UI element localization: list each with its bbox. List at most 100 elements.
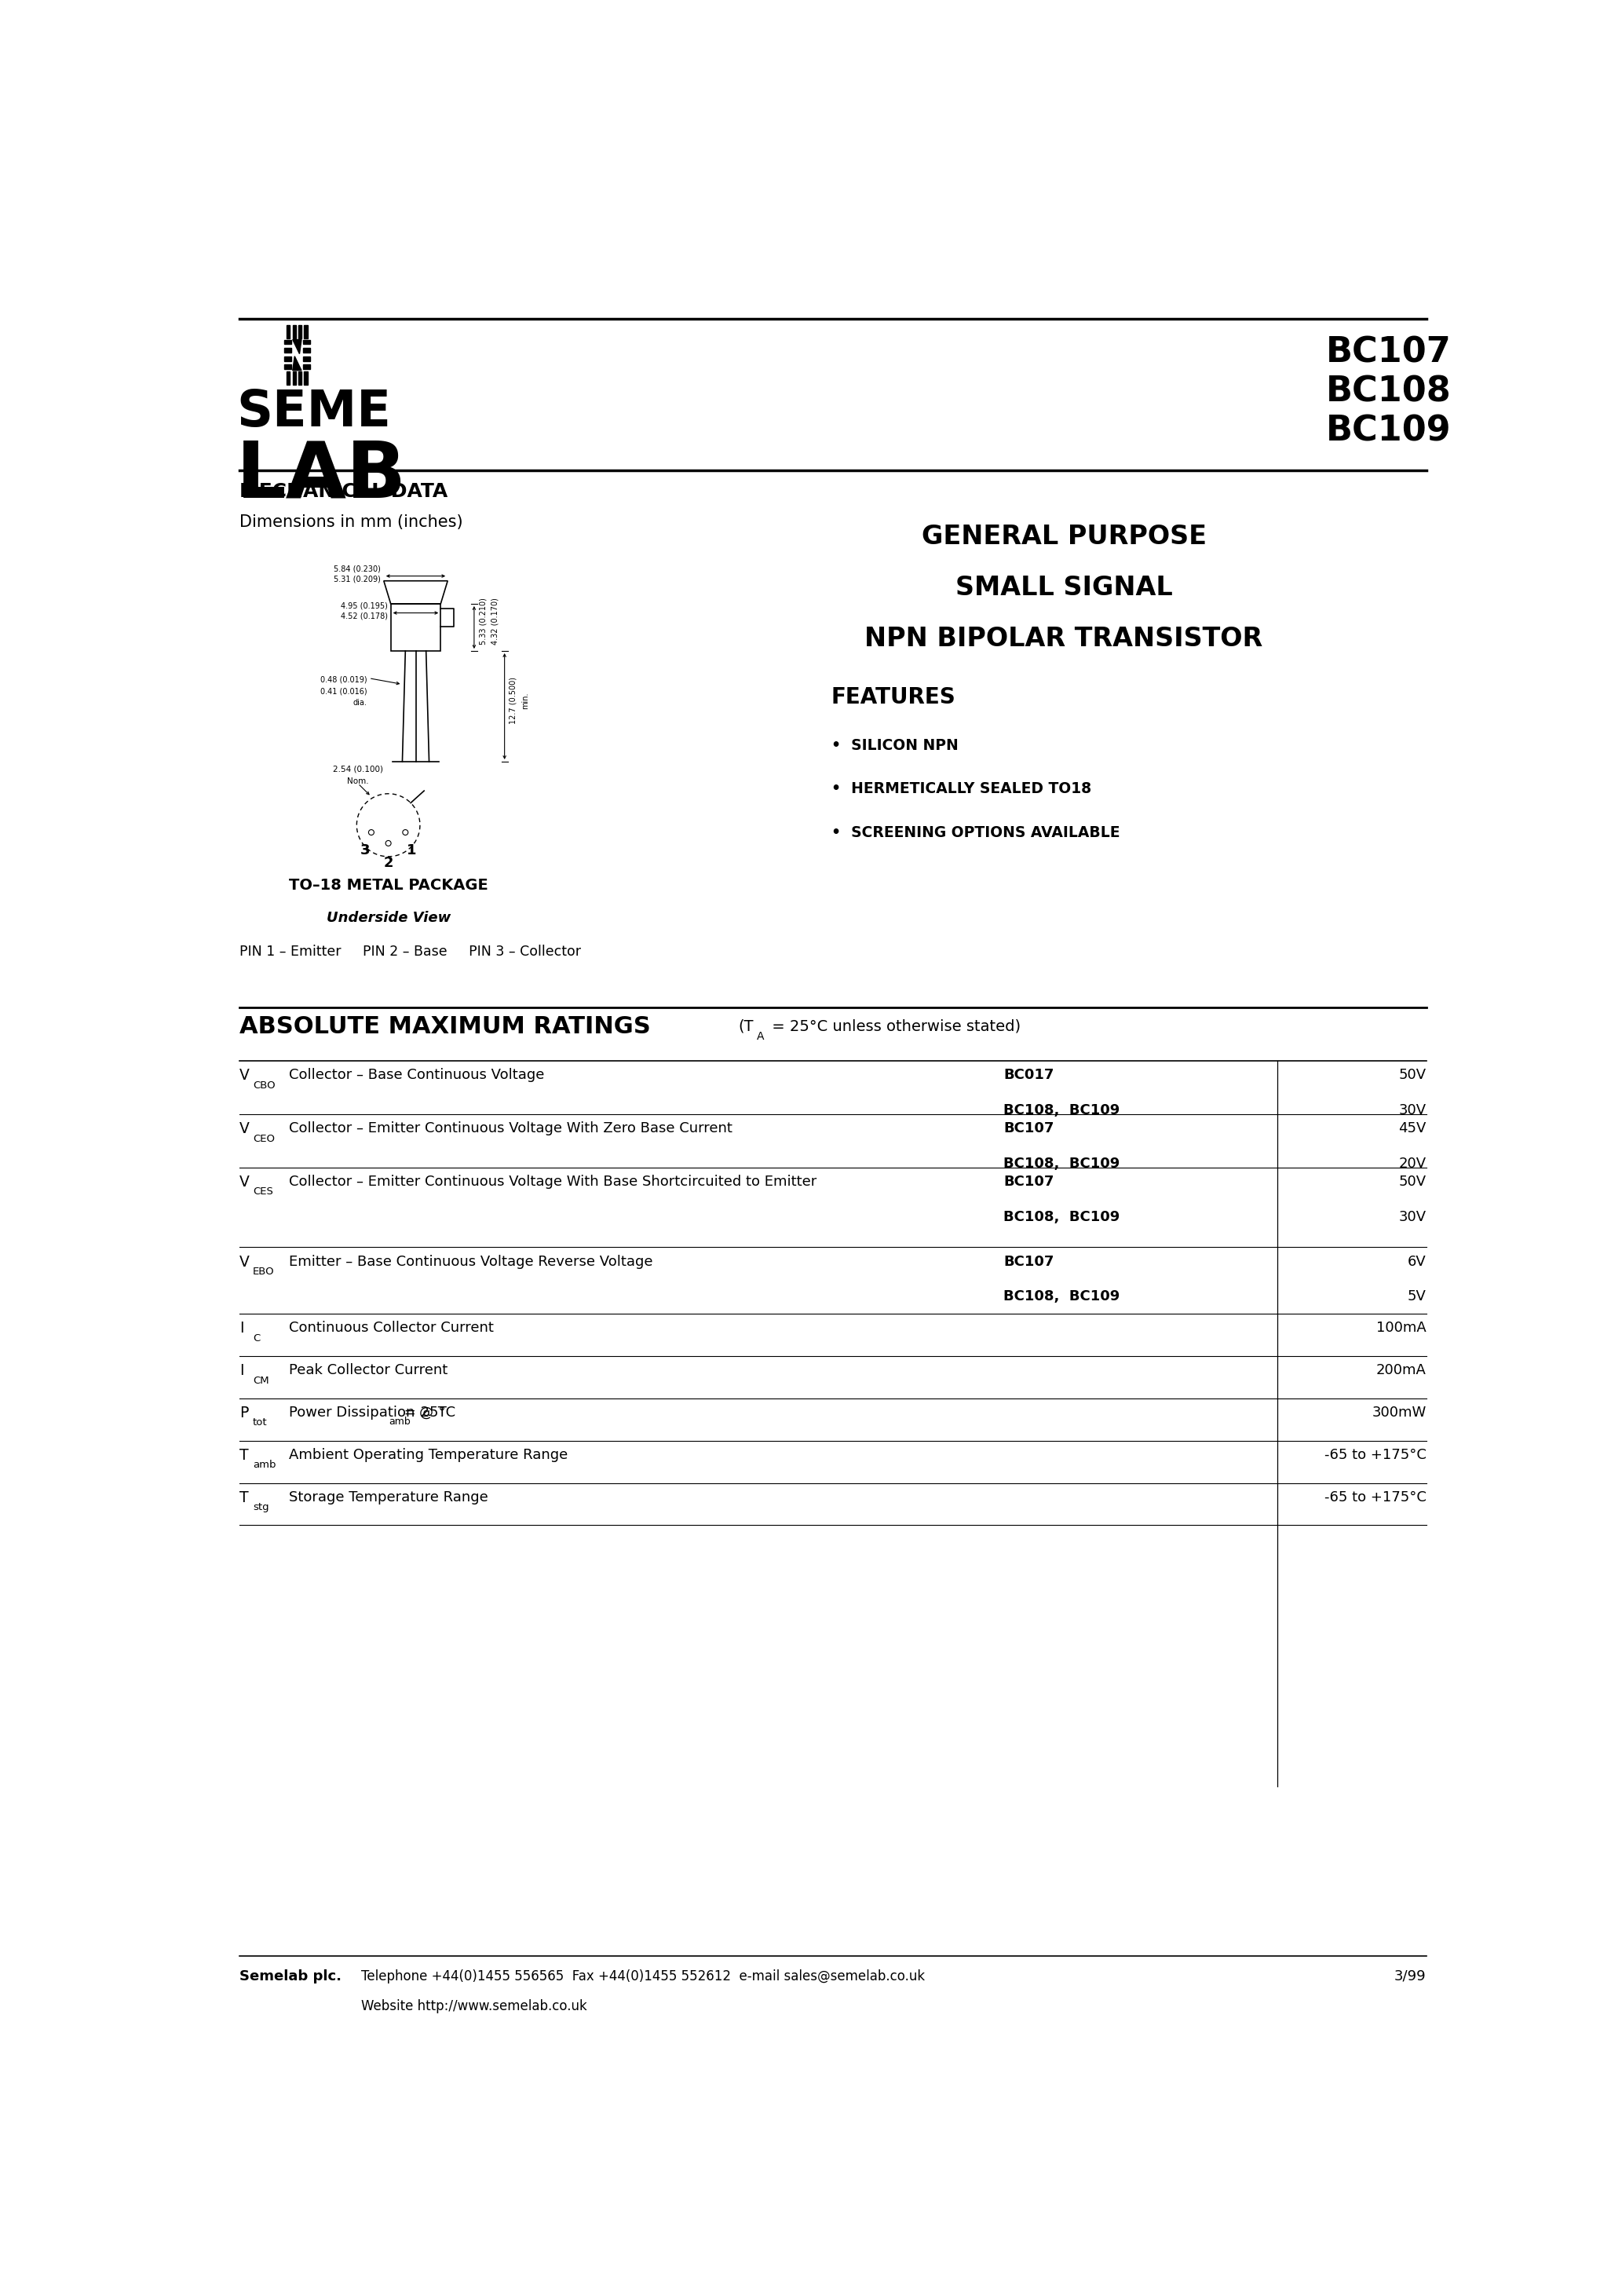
Text: Nom.: Nom.	[347, 778, 368, 785]
Bar	[298, 372, 302, 386]
Text: BC108,  BC109: BC108, BC109	[1004, 1290, 1119, 1304]
Text: Storage Temperature Range: Storage Temperature Range	[289, 1490, 488, 1504]
Text: SEME: SEME	[237, 388, 391, 436]
Text: Power Dissipation @ T: Power Dissipation @ T	[289, 1405, 446, 1419]
Text: CES: CES	[253, 1187, 272, 1196]
Bar	[287, 326, 290, 338]
Text: T: T	[240, 1490, 248, 1506]
Text: 200mA: 200mA	[1375, 1364, 1426, 1378]
Text: PIN 1 – Emitter     PIN 2 – Base     PIN 3 – Collector: PIN 1 – Emitter PIN 2 – Base PIN 3 – Col…	[240, 944, 581, 957]
Text: BC108,  BC109: BC108, BC109	[1004, 1104, 1119, 1118]
Text: EBO: EBO	[253, 1267, 274, 1277]
Text: 3/99: 3/99	[1395, 1970, 1426, 1984]
Bar	[287, 372, 290, 386]
Bar	[303, 356, 310, 360]
Text: TO–18 METAL PACKAGE: TO–18 METAL PACKAGE	[289, 877, 488, 893]
Text: T: T	[240, 1449, 248, 1463]
Text: Telephone +44(0)1455 556565  Fax +44(0)1455 552612  e-mail sales@semelab.co.uk: Telephone +44(0)1455 556565 Fax +44(0)14…	[362, 1970, 925, 1984]
Text: NPN BIPOLAR TRANSISTOR: NPN BIPOLAR TRANSISTOR	[865, 627, 1264, 652]
Bar	[292, 326, 295, 338]
Text: V: V	[240, 1068, 250, 1084]
Text: Dimensions in mm (inches): Dimensions in mm (inches)	[240, 514, 462, 530]
Text: 0.48 (0.019): 0.48 (0.019)	[320, 675, 367, 684]
Text: min.: min.	[522, 691, 529, 709]
Text: 30V: 30V	[1398, 1104, 1426, 1118]
Text: •  SILICON NPN: • SILICON NPN	[832, 737, 959, 753]
Bar	[303, 365, 310, 370]
Text: LAB: LAB	[237, 439, 407, 514]
Text: (T: (T	[738, 1019, 754, 1033]
Text: Semelab plc.: Semelab plc.	[240, 1970, 341, 1984]
Text: -65 to +175°C: -65 to +175°C	[1325, 1490, 1426, 1504]
Text: BC109: BC109	[1325, 416, 1452, 448]
Bar	[284, 356, 292, 360]
Text: 100mA: 100mA	[1377, 1320, 1426, 1334]
Text: CEO: CEO	[253, 1134, 274, 1143]
Text: V: V	[240, 1120, 250, 1137]
Text: Collector – Base Continuous Voltage: Collector – Base Continuous Voltage	[289, 1068, 545, 1081]
Text: I: I	[240, 1320, 243, 1336]
Text: 45V: 45V	[1398, 1120, 1426, 1137]
Text: 5.31 (0.209): 5.31 (0.209)	[334, 576, 381, 583]
Text: Emitter – Base Continuous Voltage Reverse Voltage: Emitter – Base Continuous Voltage Revers…	[289, 1254, 654, 1270]
Text: BC108,  BC109: BC108, BC109	[1004, 1210, 1119, 1224]
Text: = 25°C: = 25°C	[399, 1405, 456, 1419]
Text: -65 to +175°C: -65 to +175°C	[1325, 1449, 1426, 1463]
Text: 12.7 (0.500): 12.7 (0.500)	[509, 677, 517, 723]
Text: 4.32 (0.170): 4.32 (0.170)	[491, 597, 500, 645]
Bar	[303, 372, 308, 386]
Text: 4.52 (0.178): 4.52 (0.178)	[341, 613, 388, 620]
Text: 5V: 5V	[1408, 1290, 1426, 1304]
Text: dia.: dia.	[354, 698, 367, 707]
Text: 5.84 (0.230): 5.84 (0.230)	[334, 565, 381, 574]
Text: 20V: 20V	[1398, 1157, 1426, 1171]
Text: 5.33 (0.210): 5.33 (0.210)	[478, 597, 487, 645]
Text: 300mW: 300mW	[1372, 1405, 1426, 1419]
Bar	[284, 349, 292, 354]
Text: 6V: 6V	[1408, 1254, 1426, 1270]
Text: Peak Collector Current: Peak Collector Current	[289, 1364, 448, 1378]
Bar	[284, 365, 292, 370]
Text: Continuous Collector Current: Continuous Collector Current	[289, 1320, 495, 1334]
Text: BC017: BC017	[1004, 1068, 1054, 1081]
Text: Website http://www.semelab.co.uk: Website http://www.semelab.co.uk	[362, 2000, 587, 2014]
Text: ABSOLUTE MAXIMUM RATINGS: ABSOLUTE MAXIMUM RATINGS	[240, 1015, 650, 1038]
Polygon shape	[292, 340, 302, 354]
Text: BC107: BC107	[1004, 1120, 1054, 1137]
Text: 2: 2	[383, 856, 393, 870]
Text: 50V: 50V	[1398, 1068, 1426, 1081]
Text: •  SCREENING OPTIONS AVAILABLE: • SCREENING OPTIONS AVAILABLE	[832, 824, 1119, 840]
Text: BC108: BC108	[1325, 374, 1452, 409]
Bar	[303, 340, 310, 344]
Bar	[303, 349, 310, 354]
Text: amb: amb	[389, 1417, 410, 1426]
Bar	[292, 372, 295, 386]
Text: CM: CM	[253, 1375, 269, 1384]
Text: BC107: BC107	[1325, 335, 1452, 370]
Text: Collector – Emitter Continuous Voltage With Zero Base Current: Collector – Emitter Continuous Voltage W…	[289, 1120, 733, 1137]
Text: Collector – Emitter Continuous Voltage With Base Shortcircuited to Emitter: Collector – Emitter Continuous Voltage W…	[289, 1176, 817, 1189]
Text: tot: tot	[253, 1417, 268, 1428]
Text: I: I	[240, 1364, 243, 1378]
Text: CBO: CBO	[253, 1081, 276, 1091]
Bar	[303, 326, 308, 338]
Text: 2.54 (0.100): 2.54 (0.100)	[333, 765, 383, 774]
Text: 1: 1	[407, 843, 417, 859]
Text: 3: 3	[360, 843, 370, 859]
Text: 30V: 30V	[1398, 1210, 1426, 1224]
Text: FEATURES: FEATURES	[832, 687, 955, 709]
Text: GENERAL PURPOSE: GENERAL PURPOSE	[921, 523, 1207, 549]
Text: 4.95 (0.195): 4.95 (0.195)	[341, 602, 388, 611]
Text: stg: stg	[253, 1502, 269, 1513]
Text: BC107: BC107	[1004, 1176, 1054, 1189]
Text: •  HERMETICALLY SEALED TO18: • HERMETICALLY SEALED TO18	[832, 781, 1092, 797]
Text: amb: amb	[253, 1460, 276, 1469]
Text: A: A	[756, 1031, 764, 1042]
Bar	[284, 340, 292, 344]
Text: = 25°C unless otherwise stated): = 25°C unless otherwise stated)	[767, 1019, 1020, 1033]
Text: BC108,  BC109: BC108, BC109	[1004, 1157, 1119, 1171]
Text: BC107: BC107	[1004, 1254, 1054, 1270]
Text: SMALL SIGNAL: SMALL SIGNAL	[955, 574, 1173, 602]
Bar	[298, 326, 302, 338]
Text: 50V: 50V	[1398, 1176, 1426, 1189]
